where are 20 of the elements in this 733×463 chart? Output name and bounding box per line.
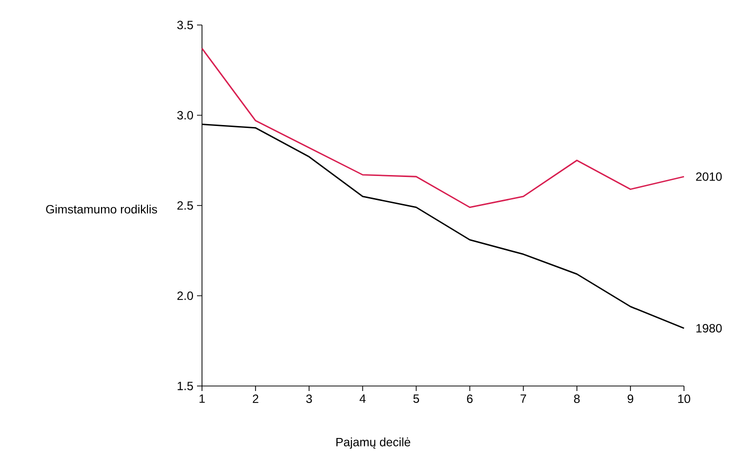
y-tick-label: 3.0 (177, 111, 194, 120)
series-label: 1980 (696, 324, 722, 332)
y-tick-label: 2.0 (177, 292, 194, 300)
series-label: 2010 (696, 172, 722, 181)
x-tick-label: 5 (413, 394, 420, 403)
x-tick-label: 2 (252, 394, 258, 403)
y-tick-label: 2.5 (177, 201, 193, 210)
x-tick-label: 8 (574, 394, 580, 404)
y-axis-title: Gimstamumo rodiklis (46, 204, 158, 214)
x-tick-label: 7 (520, 394, 526, 403)
x-tick-label: 1 (200, 394, 205, 403)
y-tick-label: 1.5 (178, 382, 193, 390)
x-tick-label: 4 (360, 394, 366, 403)
x-tick-label: 9 (628, 394, 634, 404)
x-tick-label: 10 (678, 394, 690, 404)
y-tick-label: 3.5 (177, 20, 193, 30)
x-axis-title: Pajamų decilė (336, 438, 410, 449)
line-series (201, 48, 685, 208)
x-tick-label: 3 (306, 394, 312, 404)
x-tick-label: 6 (467, 394, 473, 404)
